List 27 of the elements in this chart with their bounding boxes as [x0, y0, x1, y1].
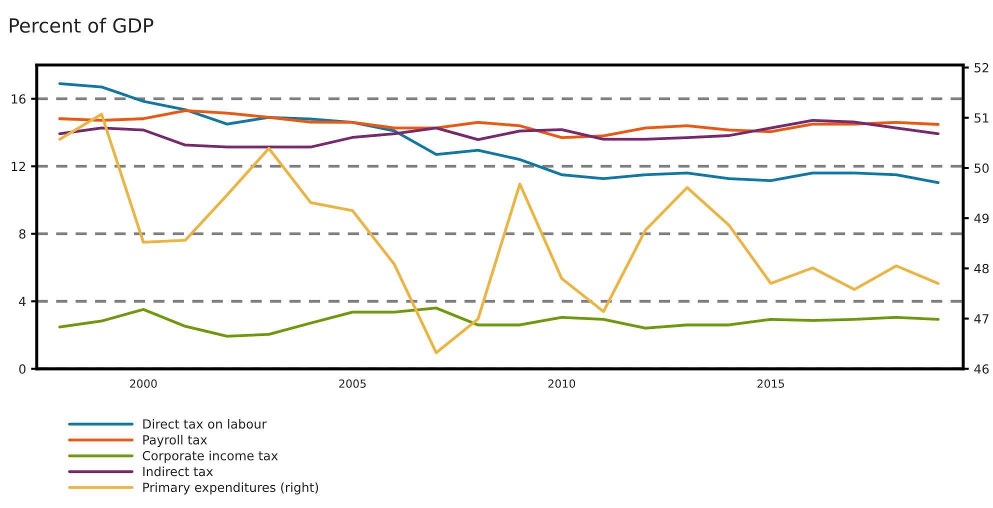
y2-tick-label: 47: [974, 314, 988, 324]
y2-tick-label: 46: [974, 364, 989, 374]
x-tick-label: 2015: [757, 379, 784, 388]
line-series: [58, 118, 940, 148]
y-tick-label: 0: [19, 364, 26, 374]
line-series: [58, 82, 940, 184]
line-series: [58, 109, 940, 139]
legend-label: Primary expenditures (right): [143, 482, 318, 495]
legend-label: Payroll tax: [143, 434, 208, 447]
x-tick-label: 2010: [548, 379, 576, 388]
legend-label: Direct tax on labour: [143, 419, 267, 429]
y-tick-label: 4: [18, 296, 26, 306]
y-tick-label: 16: [12, 94, 26, 104]
y2-tick-label: 48: [974, 264, 989, 274]
y2-tick-label: 52: [974, 63, 988, 72]
y2-tick-label: 49: [974, 214, 989, 224]
legend-label: Corporate income tax: [142, 450, 278, 463]
y-tick-label: 12: [12, 162, 26, 172]
y2-tick-label: 50: [974, 163, 989, 173]
line-series: [58, 306, 940, 338]
y-tick-label: 8: [19, 229, 26, 239]
line-series: [58, 112, 940, 354]
chart-title: Percent of GDP: [10, 18, 154, 33]
legend-label: Indirect tax: [143, 466, 213, 476]
x-tick-label: 2000: [130, 379, 157, 388]
x-tick-label: 2005: [339, 379, 366, 388]
y2-tick-label: 51: [974, 113, 988, 123]
